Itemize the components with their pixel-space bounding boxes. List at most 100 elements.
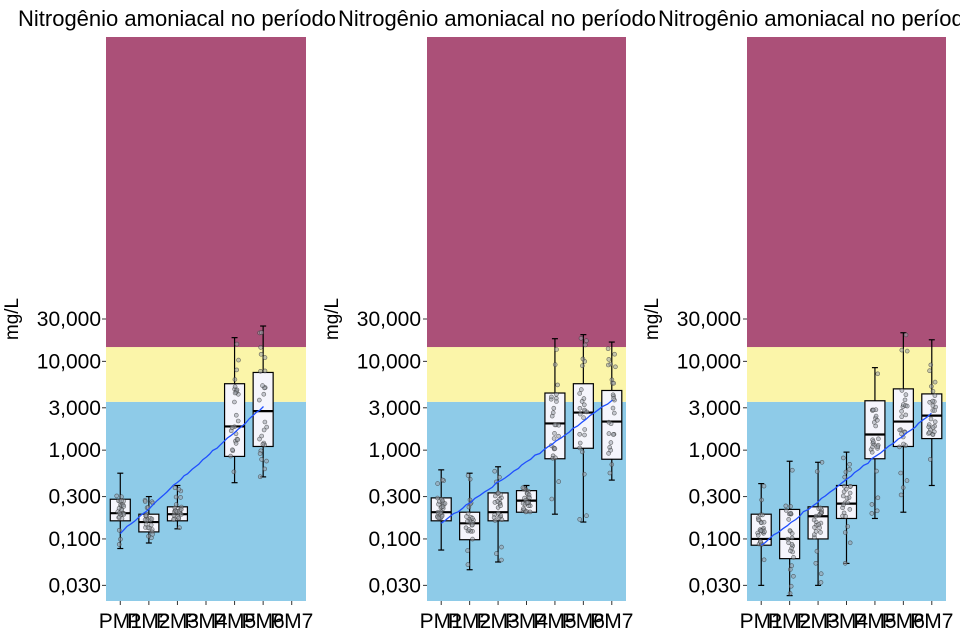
data-point bbox=[582, 427, 588, 432]
x-tick-label: PM7 bbox=[590, 610, 633, 633]
data-point bbox=[257, 474, 263, 480]
data-point bbox=[577, 445, 583, 451]
data-point bbox=[143, 513, 149, 518]
threshold-band-3 bbox=[106, 37, 306, 348]
data-point bbox=[870, 407, 876, 413]
data-point bbox=[844, 495, 850, 501]
data-point bbox=[119, 516, 125, 521]
data-point bbox=[579, 449, 585, 455]
data-point bbox=[786, 540, 791, 546]
data-point bbox=[927, 457, 933, 462]
y-tick-label: 30,000 bbox=[677, 308, 741, 331]
data-point bbox=[788, 510, 794, 516]
data-point bbox=[904, 348, 910, 354]
data-point bbox=[755, 532, 761, 538]
y-axis-title: mg/L bbox=[642, 298, 663, 340]
data-point bbox=[554, 391, 559, 397]
data-point bbox=[930, 388, 936, 394]
x-tick-label: PM1 bbox=[740, 610, 783, 633]
data-point bbox=[577, 391, 583, 396]
x-tick-label: PM6 bbox=[882, 610, 925, 633]
data-point bbox=[116, 542, 122, 547]
data-point bbox=[869, 449, 875, 455]
data-point bbox=[259, 330, 264, 335]
data-point bbox=[555, 382, 560, 388]
trend-line bbox=[440, 399, 613, 524]
data-point bbox=[264, 424, 270, 430]
data-point bbox=[261, 391, 267, 397]
y-tick-label: 0,100 bbox=[368, 528, 421, 551]
plot-area bbox=[750, 332, 943, 597]
boxplot-pm3 bbox=[487, 466, 509, 563]
x-tick-label: PM3 bbox=[156, 610, 199, 633]
data-point bbox=[465, 519, 470, 524]
data-point bbox=[611, 380, 617, 386]
data-point bbox=[845, 524, 851, 529]
y-tick-label: 0,300 bbox=[48, 486, 101, 509]
data-point bbox=[842, 474, 848, 480]
data-point bbox=[228, 453, 233, 459]
data-point bbox=[498, 513, 504, 519]
data-point bbox=[466, 504, 472, 510]
data-point bbox=[466, 527, 472, 532]
data-point bbox=[842, 530, 848, 535]
data-point bbox=[234, 412, 239, 418]
data-point bbox=[787, 591, 793, 596]
data-point bbox=[552, 431, 557, 436]
y-tick-label: 0,100 bbox=[688, 528, 741, 551]
boxplot-pm2 bbox=[779, 460, 801, 597]
data-point bbox=[899, 347, 905, 353]
data-point bbox=[577, 411, 583, 417]
data-point bbox=[758, 520, 764, 526]
data-point bbox=[262, 355, 268, 360]
data-point bbox=[231, 469, 237, 475]
data-point bbox=[150, 531, 155, 537]
data-point bbox=[580, 363, 585, 369]
data-point bbox=[234, 341, 240, 347]
data-point bbox=[469, 522, 475, 528]
y-tick-label: 3,000 bbox=[688, 397, 741, 420]
threshold-band-3 bbox=[747, 37, 946, 348]
data-point bbox=[847, 540, 853, 546]
data-point bbox=[926, 430, 932, 435]
data-point bbox=[613, 364, 618, 370]
y-tick-label: 0,030 bbox=[48, 574, 101, 597]
data-point bbox=[581, 471, 587, 477]
data-point bbox=[847, 507, 853, 512]
y-axis-title: mg/L bbox=[2, 298, 23, 340]
data-point bbox=[526, 492, 532, 498]
data-point bbox=[845, 500, 851, 506]
data-point bbox=[606, 419, 612, 425]
data-point bbox=[177, 525, 182, 531]
data-point bbox=[932, 393, 938, 398]
data-point bbox=[520, 485, 526, 491]
data-point bbox=[847, 467, 852, 472]
data-point bbox=[582, 342, 588, 348]
data-point bbox=[841, 483, 847, 489]
data-point bbox=[606, 357, 612, 362]
data-point bbox=[465, 473, 471, 478]
data-point bbox=[813, 560, 819, 566]
data-point bbox=[258, 351, 264, 357]
data-point bbox=[869, 511, 875, 516]
data-point bbox=[578, 335, 584, 341]
y-tick-label: 1,000 bbox=[688, 439, 741, 462]
boxplot-pm6 bbox=[252, 325, 274, 480]
chart-panel-3: Nitrogênio amoniacal no período mg/L 0,030… bbox=[642, 6, 960, 633]
data-point bbox=[902, 397, 908, 403]
data-point bbox=[612, 351, 617, 357]
data-point bbox=[262, 419, 268, 425]
threshold-band-3 bbox=[427, 37, 626, 348]
data-point bbox=[818, 530, 823, 535]
data-point bbox=[439, 513, 445, 519]
data-point bbox=[114, 493, 119, 499]
data-point bbox=[783, 508, 789, 513]
data-point bbox=[610, 432, 616, 437]
plot-area bbox=[109, 325, 274, 550]
data-point bbox=[847, 461, 852, 467]
x-tick-label: PM1 bbox=[420, 610, 463, 633]
data-point bbox=[552, 422, 558, 428]
data-point bbox=[556, 433, 561, 439]
data-point bbox=[789, 563, 795, 569]
data-point bbox=[230, 447, 235, 453]
